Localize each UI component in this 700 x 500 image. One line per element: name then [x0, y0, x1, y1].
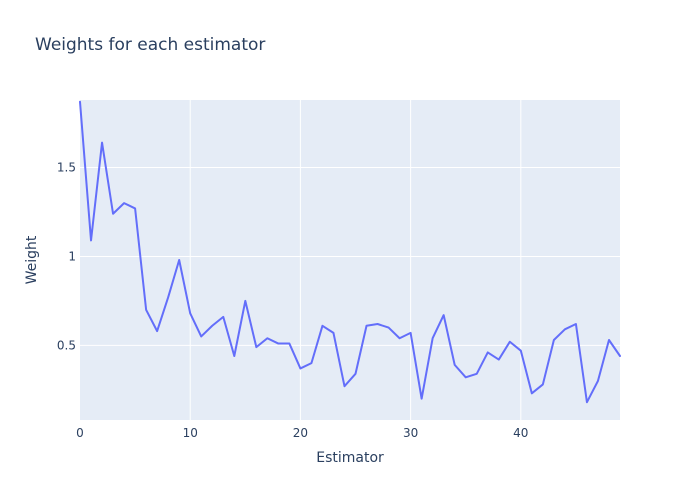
- x-tick-label: 0: [76, 426, 84, 440]
- grid-lines: [80, 100, 620, 420]
- x-tick-label: 30: [403, 426, 418, 440]
- series-line: [79, 100, 621, 404]
- y-tick-labels: 0.5 1 1.5: [57, 161, 76, 353]
- x-axis-title: Estimator: [316, 450, 384, 466]
- y-tick-label: 0.5: [57, 338, 76, 352]
- plot-area: [80, 100, 620, 420]
- x-tick-label: 20: [293, 426, 308, 440]
- y-axis-title: Weight: [24, 235, 40, 284]
- series-layer: [79, 100, 621, 404]
- chart-title: Weights for each estimator: [35, 35, 265, 55]
- x-tick-label: 10: [183, 426, 198, 440]
- x-tick-labels: 0 10 20 30 40: [76, 426, 528, 440]
- y-tick-label: 1.5: [57, 161, 76, 175]
- x-tick-label: 40: [513, 426, 528, 440]
- y-tick-label: 1: [68, 249, 76, 263]
